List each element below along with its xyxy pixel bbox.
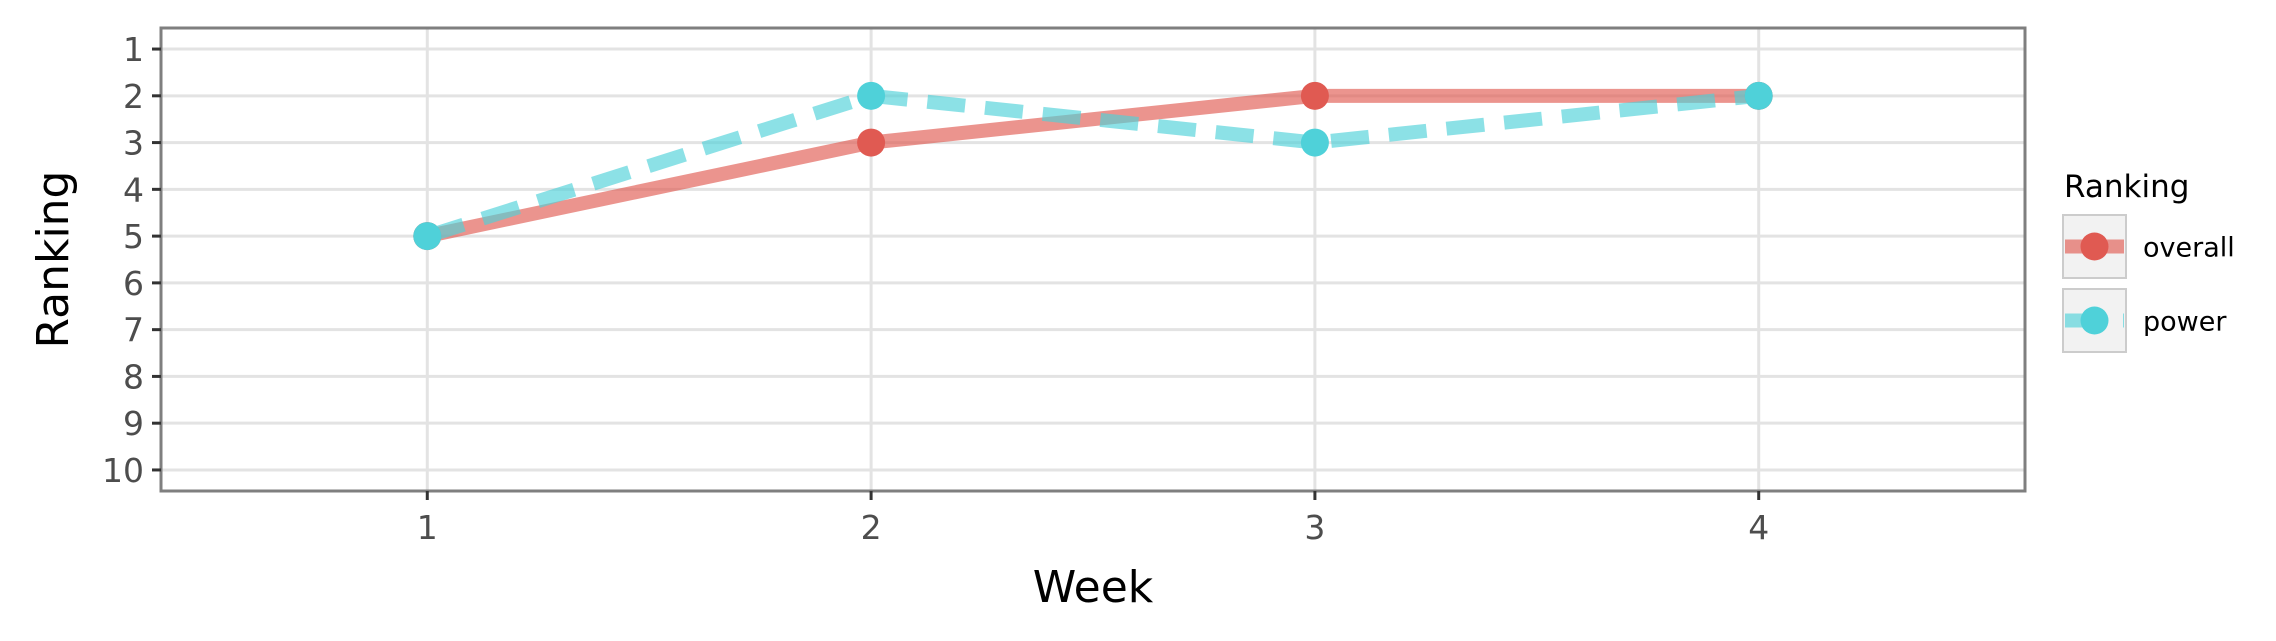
y-axis-title: Ranking	[28, 171, 79, 349]
series-power	[413, 81, 1773, 251]
legend-key-point	[2080, 232, 2109, 261]
y-tick-label: 5	[123, 217, 144, 256]
series-layer	[413, 81, 1773, 251]
y-axis-ticks: 1 2 3 4 5 6 7 8 9 10	[102, 30, 161, 490]
y-tick-label: 1	[123, 30, 144, 69]
data-point-power	[413, 222, 442, 251]
series-line-power	[425, 88, 1760, 243]
legend-title: Ranking	[2064, 169, 2189, 205]
legend-key-point	[2080, 306, 2109, 335]
legend: Ranking overall power	[2062, 169, 2235, 353]
legend-item-power: power	[2062, 288, 2227, 353]
y-tick-label: 8	[123, 357, 144, 396]
series-line-overall	[425, 88, 1759, 243]
data-point-power	[1744, 81, 1773, 110]
y-tick-label: 3	[123, 124, 144, 163]
data-point-overall	[857, 128, 886, 157]
data-point-power	[857, 81, 886, 110]
legend-label-overall: overall	[2143, 233, 2235, 264]
legend-label-power: power	[2143, 307, 2227, 338]
data-point-power	[1300, 128, 1329, 157]
x-axis-title: Week	[1033, 562, 1154, 613]
y-tick-label: 10	[102, 451, 144, 490]
x-tick-label: 1	[417, 508, 438, 547]
x-tick-label: 4	[1748, 508, 1769, 547]
legend-item-overall: overall	[2062, 214, 2235, 279]
x-axis-ticks: 1 2 3 4	[417, 491, 1769, 547]
y-tick-label: 6	[123, 264, 144, 303]
plot-panel-border	[159, 26, 2027, 493]
x-tick-label: 3	[1304, 508, 1325, 547]
series-overall	[413, 81, 1773, 251]
x-tick-label: 2	[861, 508, 882, 547]
y-tick-label: 4	[123, 170, 144, 209]
data-point-overall	[1300, 81, 1329, 110]
y-tick-label: 7	[123, 311, 144, 350]
y-tick-label: 9	[123, 404, 144, 443]
y-tick-label: 2	[123, 77, 144, 116]
